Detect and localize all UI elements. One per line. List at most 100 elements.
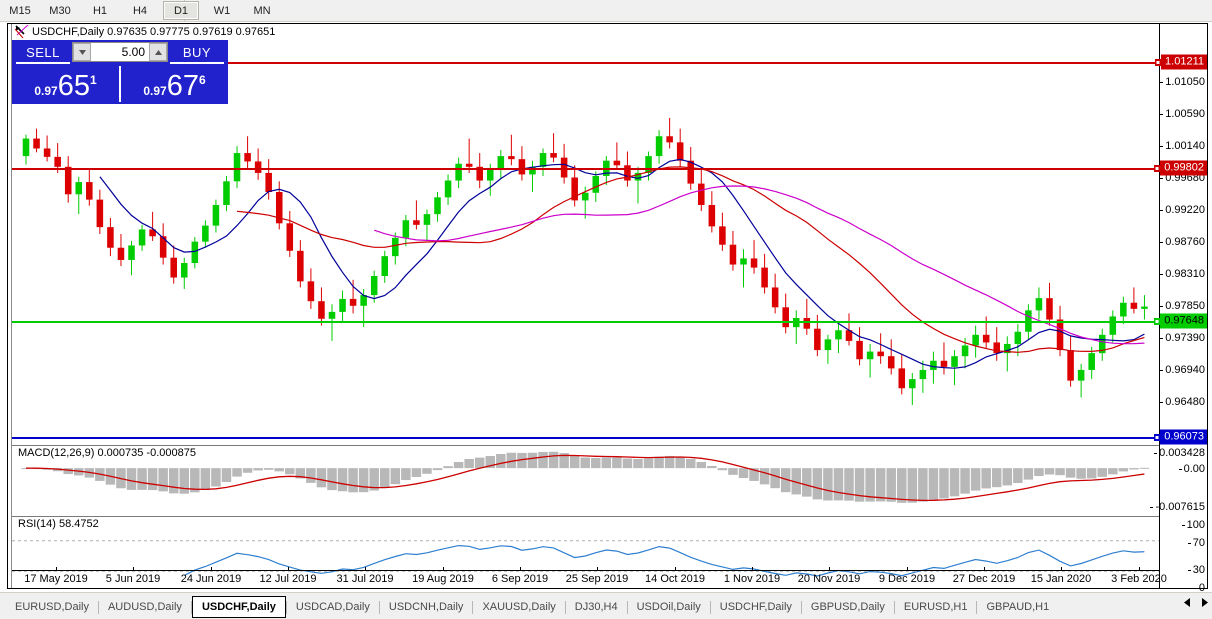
- rsi-tick: 0: [1193, 582, 1205, 594]
- date-tick: [288, 567, 289, 571]
- tab-separator: [800, 600, 802, 614]
- price-tick: 0.98760: [1160, 236, 1205, 248]
- symbol-tab-dj30-h4[interactable]: DJ30,H4: [574, 601, 618, 613]
- price-tick: 0.98310: [1160, 268, 1205, 280]
- tab-separator: [893, 600, 895, 614]
- candlestick-series: [22, 117, 1148, 406]
- price-label-marker-icon: [1154, 164, 1161, 172]
- symbol-tab-usdoil-daily[interactable]: USDOil,Daily: [636, 601, 701, 613]
- date-label: 5 Jun 2019: [105, 573, 161, 585]
- level-line-resistance-lower[interactable]: [12, 168, 1159, 170]
- price-label-marker-icon: [1154, 433, 1161, 441]
- symbol-tab-usdchf-daily[interactable]: USDCHF,Daily: [191, 596, 286, 618]
- timeframe-button-h4[interactable]: H4: [132, 4, 148, 17]
- one-click-price-row: 0.97 65 1 0.97 67 6: [12, 64, 228, 104]
- tab-separator: [626, 600, 628, 614]
- level-line-resistance-upper[interactable]: [12, 62, 1159, 64]
- price-tick: 0.96940: [1160, 364, 1205, 376]
- macd-tick: 0.00: [1178, 463, 1205, 475]
- symbol-tab-list: EURUSD,Daily AUDUSD,Daily USDCHF,Daily USDC…: [6, 596, 1058, 618]
- sell-price-display[interactable]: 0.97 65 1: [12, 64, 119, 104]
- symbol-tab-audusd-daily[interactable]: AUDUSD,Daily: [107, 601, 182, 613]
- date-tick: [211, 567, 212, 571]
- buy-price-fraction: 6: [198, 73, 206, 87]
- macd-tick: -0.007615: [1150, 501, 1205, 513]
- timeframe-button-h1[interactable]: H1: [92, 4, 108, 17]
- price-label-resistance-upper[interactable]: 1.01211: [1155, 54, 1207, 70]
- rsi-tick: 30: [1187, 564, 1205, 576]
- date-label: 17 May 2019: [24, 573, 88, 585]
- sell-button[interactable]: SELL: [16, 42, 70, 64]
- buy-price-display[interactable]: 0.97 67 6: [121, 64, 228, 104]
- tab-separator: [190, 600, 192, 614]
- symbol-tab-usdcnh-daily[interactable]: USDCNH,Daily: [388, 601, 464, 613]
- date-label: 15 Jan 2020: [1030, 573, 1092, 585]
- tab-separator: [472, 600, 474, 614]
- date-tick: [675, 567, 676, 571]
- date-tick: [56, 567, 57, 571]
- price-label-resistance-lower[interactable]: 0.99802: [1154, 160, 1207, 176]
- tab-separator: [564, 600, 566, 614]
- timeframe-button-m15[interactable]: M15: [9, 4, 31, 17]
- price-plot[interactable]: MACD(12,26,9) 0.000735 -0.000875 RSI(14)…: [12, 24, 1161, 588]
- chart-title: USDCHF,Daily 0.97635 0.97775 0.97619 0.9…: [32, 26, 276, 38]
- date-tick: [365, 567, 366, 571]
- price-tick: 0.96480: [1160, 396, 1205, 408]
- date-label: 12 Jul 2019: [259, 573, 317, 585]
- price-tick: 1.00140: [1160, 140, 1205, 152]
- timeframe-button-d1[interactable]: D1: [163, 1, 199, 20]
- rsi-tick: 100: [1181, 519, 1205, 531]
- symbol-tab-eurusd-h1[interactable]: EURUSD,H1: [903, 601, 968, 613]
- price-label-current-bid[interactable]: 0.97648: [1154, 313, 1207, 329]
- symbol-tab-xauusd-daily[interactable]: XAUUSD,Daily: [482, 601, 556, 613]
- tab-scroll-left-icon[interactable]: [1184, 598, 1191, 607]
- date-label: 31 Jul 2019: [336, 573, 394, 585]
- tab-scroll-right-icon[interactable]: [1201, 598, 1208, 607]
- one-click-trading-panel[interactable]: SELL 5.00 BUY 0.97 65 1 0.97 67: [12, 40, 228, 104]
- timeframe-button-w1[interactable]: W1: [213, 4, 231, 17]
- date-tick: [443, 567, 444, 571]
- chart-frame: USDCHF,Daily 0.97635 0.97775 0.97619 0.9…: [7, 23, 1208, 594]
- price-tick: 0.97390: [1160, 332, 1205, 344]
- price-axis[interactable]: 1.01050 1.00590 1.00140 0.99680 0.99220 0.987…: [1150, 24, 1207, 594]
- date-tick: [829, 567, 830, 571]
- panel-splitter-macd[interactable]: [12, 445, 1159, 446]
- buy-button[interactable]: BUY: [170, 42, 224, 64]
- rsi-indicator: [12, 540, 1161, 577]
- price-label-support-level[interactable]: 0.96073: [1154, 429, 1207, 445]
- tab-separator: [285, 600, 287, 614]
- timeframe-toolbar: M15 M30 H1 H4 D1 W1 MN: [0, 0, 1212, 22]
- date-label: 1 Nov 2019: [723, 573, 781, 585]
- date-label: 24 Jun 2019: [180, 573, 242, 585]
- date-tick: [984, 567, 985, 571]
- volume-increase-button[interactable]: [149, 43, 167, 61]
- timeframe-button-mn[interactable]: MN: [253, 4, 271, 17]
- symbol-tab-eurusd-daily[interactable]: EURUSD,Daily: [15, 601, 89, 613]
- volume-stepper[interactable]: 5.00: [72, 42, 168, 62]
- tab-separator: [976, 600, 978, 614]
- tab-scroll-controls: [1184, 598, 1208, 607]
- buy-price-prefix: 0.97: [143, 84, 167, 98]
- date-label: 27 Dec 2019: [952, 573, 1016, 585]
- symbol-tab-gbpaud-h1[interactable]: GBPAUD,H1: [986, 601, 1050, 613]
- panel-splitter-rsi[interactable]: [12, 516, 1159, 517]
- chart-cursor-icon: [15, 25, 31, 39]
- price-tick: 1.01050: [1160, 76, 1205, 88]
- timeframe-button-m30[interactable]: M30: [49, 4, 71, 17]
- level-line-support[interactable]: [12, 437, 1159, 439]
- date-tick: [520, 567, 521, 571]
- symbol-tab-usdchf-daily[interactable]: USDCHF,Daily: [719, 601, 792, 613]
- symbol-tab-usdcad-daily[interactable]: USDCAD,Daily: [295, 601, 370, 613]
- tab-separator: [378, 600, 380, 614]
- volume-decrease-button[interactable]: [73, 43, 91, 61]
- level-line-bid[interactable]: [12, 321, 1159, 323]
- date-axis[interactable]: 17 May 2019 5 Jun 2019 24 Jun 2019 12 Jul 2…: [12, 567, 1167, 588]
- macd-tick: 0.003428: [1154, 447, 1205, 459]
- symbol-tab-gbpusd-daily[interactable]: GBPUSD,Daily: [810, 601, 885, 613]
- volume-input[interactable]: 5.00: [121, 45, 145, 59]
- price-tick: 1.00590: [1160, 108, 1205, 120]
- price-label-marker-icon: [1154, 317, 1161, 325]
- timeframe-button-group: M15 M30 H1 H4 D1 W1 MN: [0, 0, 271, 21]
- one-click-top-row: SELL 5.00 BUY: [12, 40, 228, 64]
